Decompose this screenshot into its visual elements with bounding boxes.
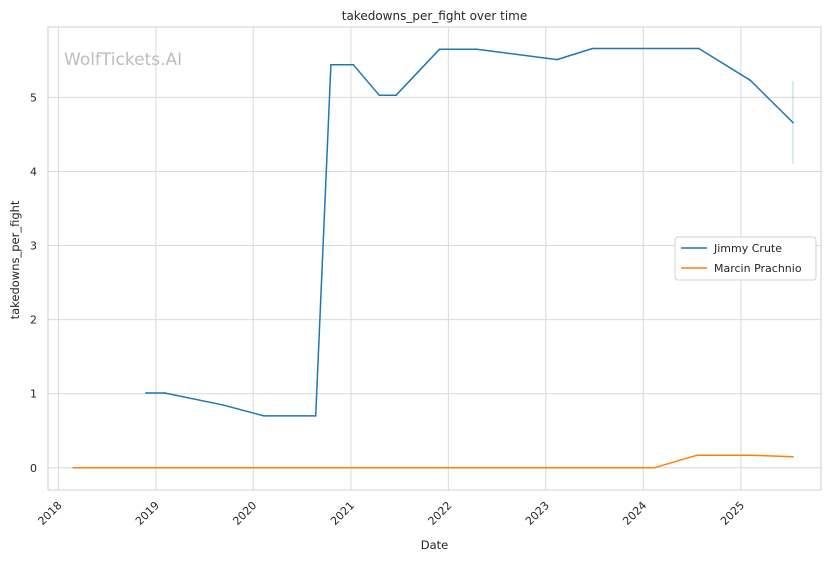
x-tick-label: 2023 <box>523 499 552 528</box>
data-point-jimmy-crute <box>438 48 441 51</box>
chart-title: takedowns_per_fight over time <box>342 9 528 23</box>
series-layer <box>72 47 794 469</box>
x-tick-label: 2025 <box>718 499 747 528</box>
data-point-marcin-prachnio <box>72 466 74 469</box>
legend: Jimmy Crute Marcin Prachnio <box>674 236 817 281</box>
x-tick-label: 2020 <box>230 499 259 528</box>
y-tick-label: 3 <box>30 240 37 253</box>
x-tick-label: 2019 <box>133 499 162 528</box>
data-point-jimmy-crute <box>792 121 794 124</box>
y-tick-label: 4 <box>30 165 37 178</box>
y-axis-label: takedowns_per_fight <box>8 200 22 319</box>
data-point-marcin-prachnio <box>653 466 655 469</box>
x-axis-label: Date <box>421 538 449 552</box>
y-tick-label: 0 <box>30 462 37 475</box>
watermark-text: WolfTickets.AI <box>64 50 182 70</box>
data-point-jimmy-crute <box>395 94 397 96</box>
data-point-jimmy-crute <box>263 415 265 417</box>
data-point-jimmy-crute <box>330 63 332 66</box>
data-point-jimmy-crute <box>475 48 478 51</box>
data-point-jimmy-crute <box>145 392 147 394</box>
legend-box <box>674 236 817 281</box>
series-line-jimmy-crute <box>146 47 794 417</box>
data-point-marcin-prachnio <box>696 454 698 456</box>
data-point-jimmy-crute <box>591 47 594 50</box>
data-point-jimmy-crute <box>314 415 317 417</box>
plot-frame <box>47 26 822 491</box>
data-point-jimmy-crute <box>221 404 224 406</box>
x-tick-label: 2022 <box>426 499 455 528</box>
data-point-jimmy-crute <box>378 94 381 96</box>
x-tick-label: 2018 <box>36 499 65 528</box>
tick-labels: 2018 2019 2020 2021 2022 2023 2024 2025 0 1 2 3 4 5 <box>30 91 747 528</box>
data-point-jimmy-crute <box>352 63 355 66</box>
x-tick-label: 2021 <box>328 499 357 528</box>
data-point-jimmy-crute <box>556 58 558 61</box>
legend-label-marcin-prachnio: Marcin Prachnio <box>714 262 802 275</box>
grid <box>48 27 821 490</box>
series-line-marcin-prachnio <box>73 454 794 469</box>
legend-label-jimmy-crute: Jimmy Crute <box>713 242 782 255</box>
y-tick-label: 1 <box>30 388 37 401</box>
y-tick-label: 2 <box>30 314 37 327</box>
data-point-jimmy-crute <box>697 47 700 50</box>
data-point-marcin-prachnio <box>749 454 752 456</box>
data-point-jimmy-crute <box>163 392 166 394</box>
data-point-marcin-prachnio <box>792 455 794 458</box>
y-tick-label: 5 <box>30 91 37 104</box>
data-point-jimmy-crute <box>749 79 752 82</box>
x-tick-label: 2024 <box>620 499 649 528</box>
